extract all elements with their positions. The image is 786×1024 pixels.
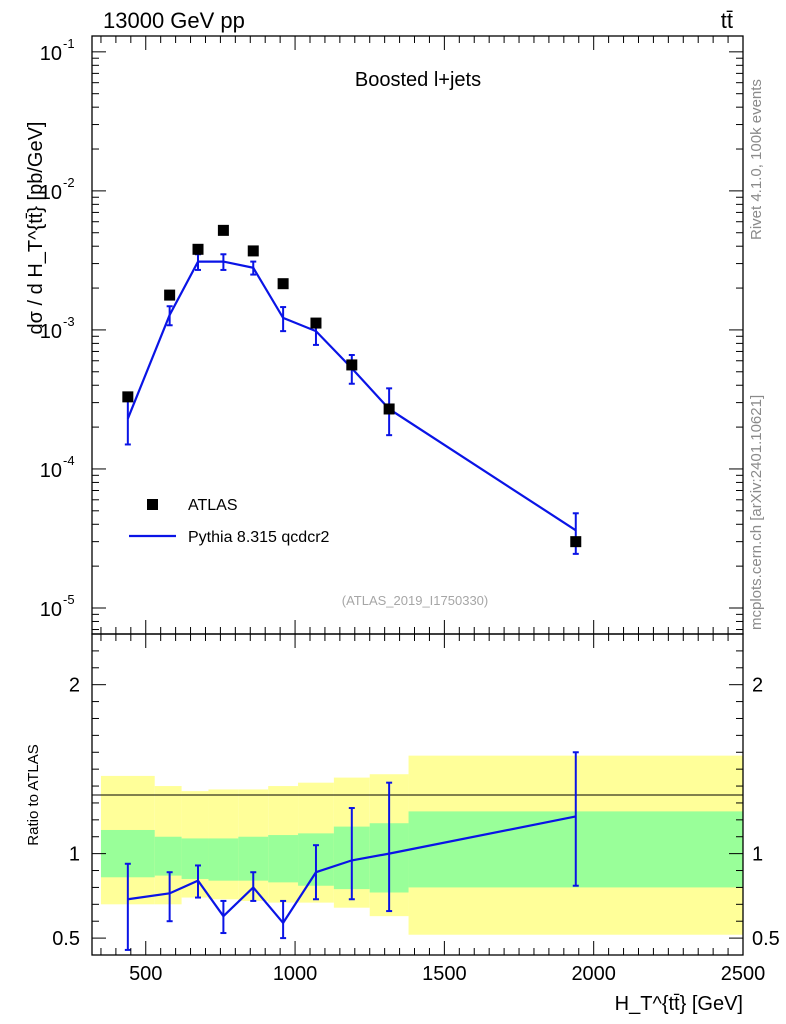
main-title: Boosted l+jets — [355, 69, 481, 91]
ratio-y-tick-label: 2 — [69, 675, 80, 697]
main-y-axis-label: dσ / d H_T^{tt̄} [pb/GeV] — [25, 122, 47, 335]
main-y-tick-label-base: 10 — [40, 321, 62, 343]
x-tick-label: 1000 — [273, 963, 318, 985]
main-y-tick-label-base: 10 — [40, 599, 62, 621]
legend-atlas-label: ATLAS — [188, 497, 238, 514]
atlas-data-point — [277, 278, 289, 290]
main-y-tick-label: 10 -1 — [40, 36, 75, 65]
atlas-data-point — [383, 403, 395, 415]
ratio-panel: 500 1000 1500 2000 2500 0.5 0.5 1 1 2 2 Ratio to A… — [25, 633, 780, 1015]
legend-atlas-marker — [147, 499, 158, 510]
ratio-y-tick-label-right: 0.5 — [752, 928, 780, 950]
legend-pythia-label: Pythia 8.315 qcdcr2 — [188, 529, 330, 546]
main-y-tick-label: 10 -3 — [40, 314, 75, 343]
atlas-data-point — [192, 243, 204, 255]
x-tick-label: 1500 — [422, 963, 467, 985]
ratio-line — [127, 815, 576, 925]
main-y-tick-label-base: 10 — [40, 460, 62, 482]
ratio-y-tick-label-right: 1 — [752, 844, 763, 866]
legend: ATLAS Pythia 8.315 qcdcr2 — [129, 497, 330, 546]
ratio-green-band — [181, 838, 209, 879]
main-y-tick-label-exponent: -1 — [63, 36, 75, 51]
ratio-axis-ticks: 500 1000 1500 2000 2500 0.5 0.5 1 1 2 2 — [52, 634, 780, 985]
main-panel: Boosted l+jets (ATLAS_2019_I1750330) dσ … — [25, 35, 744, 635]
atlas-data-point — [346, 359, 358, 371]
ratio-data-points — [124, 751, 579, 951]
main-y-tick-label-exponent: -2 — [63, 175, 75, 190]
x-axis-label: H_T^{tt̄} [GeV] — [615, 993, 743, 1015]
mc-prediction-line — [126, 260, 577, 532]
rivet-version-label: Rivet 4.1.0, 100k events — [748, 79, 765, 240]
main-y-tick-label: 10 -4 — [40, 453, 75, 482]
x-tick-label: 2000 — [571, 963, 616, 985]
ratio-green-band — [268, 835, 299, 883]
mcplots-reference-label: mcplots.cern.ch [arXiv:2401.10621] — [748, 395, 765, 630]
atlas-data-point — [247, 245, 259, 257]
energy-label: 13000 GeV pp — [103, 8, 245, 33]
ratio-y-tick-label: 1 — [69, 844, 80, 866]
main-y-tick-label-exponent: -4 — [63, 453, 75, 468]
analysis-label: (ATLAS_2019_I1750330) — [342, 593, 488, 608]
ratio-y-axis-label: Ratio to ATLAS — [25, 744, 42, 845]
ratio-y-tick-label-right: 2 — [752, 675, 763, 697]
main-y-tick-label-base: 10 — [40, 182, 62, 204]
main-y-tick-label-exponent: -3 — [63, 314, 75, 329]
x-tick-label: 500 — [129, 963, 162, 985]
atlas-data-point — [217, 224, 229, 236]
main-data-points — [122, 224, 582, 555]
ratio-plot-frame — [91, 633, 744, 956]
atlas-data-point — [122, 391, 134, 403]
atlas-data-point — [570, 536, 582, 548]
process-label: tt̄ — [721, 8, 733, 33]
main-y-tick-label-exponent: -5 — [63, 592, 75, 607]
x-tick-label: 2500 — [721, 963, 766, 985]
ratio-uncertainty-bands — [100, 755, 743, 935]
main-axis-ticks: 10-110-210-310-410-5 — [40, 36, 744, 634]
atlas-data-point — [164, 289, 176, 301]
main-y-tick-label-base: 10 — [40, 43, 62, 65]
atlas-data-point — [310, 317, 322, 329]
ratio-y-tick-label: 0.5 — [52, 928, 80, 950]
main-y-tick-label: 10 -5 — [40, 592, 75, 621]
ratio-green-band — [154, 836, 182, 876]
main-y-tick-label: 10 -2 — [40, 175, 75, 204]
ratio-green-band — [208, 838, 239, 881]
